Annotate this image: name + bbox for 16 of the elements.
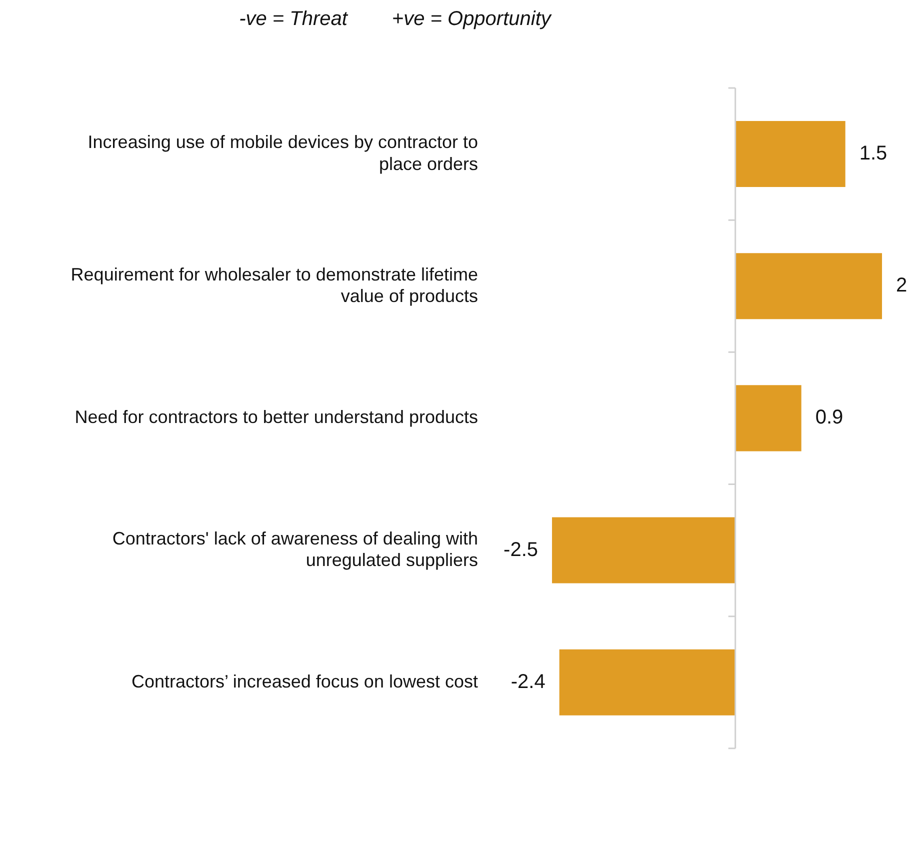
data-label: 2 — [896, 274, 908, 297]
y-tick-label: Need for contractors to better understand products — [74, 407, 478, 428]
bar — [735, 121, 846, 188]
bar — [735, 253, 882, 320]
data-label: -2.5 — [504, 538, 538, 561]
chart-title: -ve = Threat +ve = Opportunity — [238, 8, 553, 31]
y-tick-label: Increasing use of mobile devices by contractor to place orders — [88, 132, 478, 174]
data-label: -2.4 — [510, 670, 546, 693]
bar — [735, 385, 802, 452]
y-tick-label: Contractors' lack of awareness of dealing with unregulated suppliers — [112, 528, 478, 570]
bar — [552, 517, 736, 584]
data-label: 1.5 — [859, 142, 888, 165]
y-tick-label: Contractors’ increased focus on lowest cost — [132, 671, 478, 692]
y-tick-label: Requirement for wholesaler to demonstrate lifetime value of products — [70, 264, 478, 306]
data-label: 0.9 — [815, 406, 844, 429]
bar — [559, 649, 736, 716]
